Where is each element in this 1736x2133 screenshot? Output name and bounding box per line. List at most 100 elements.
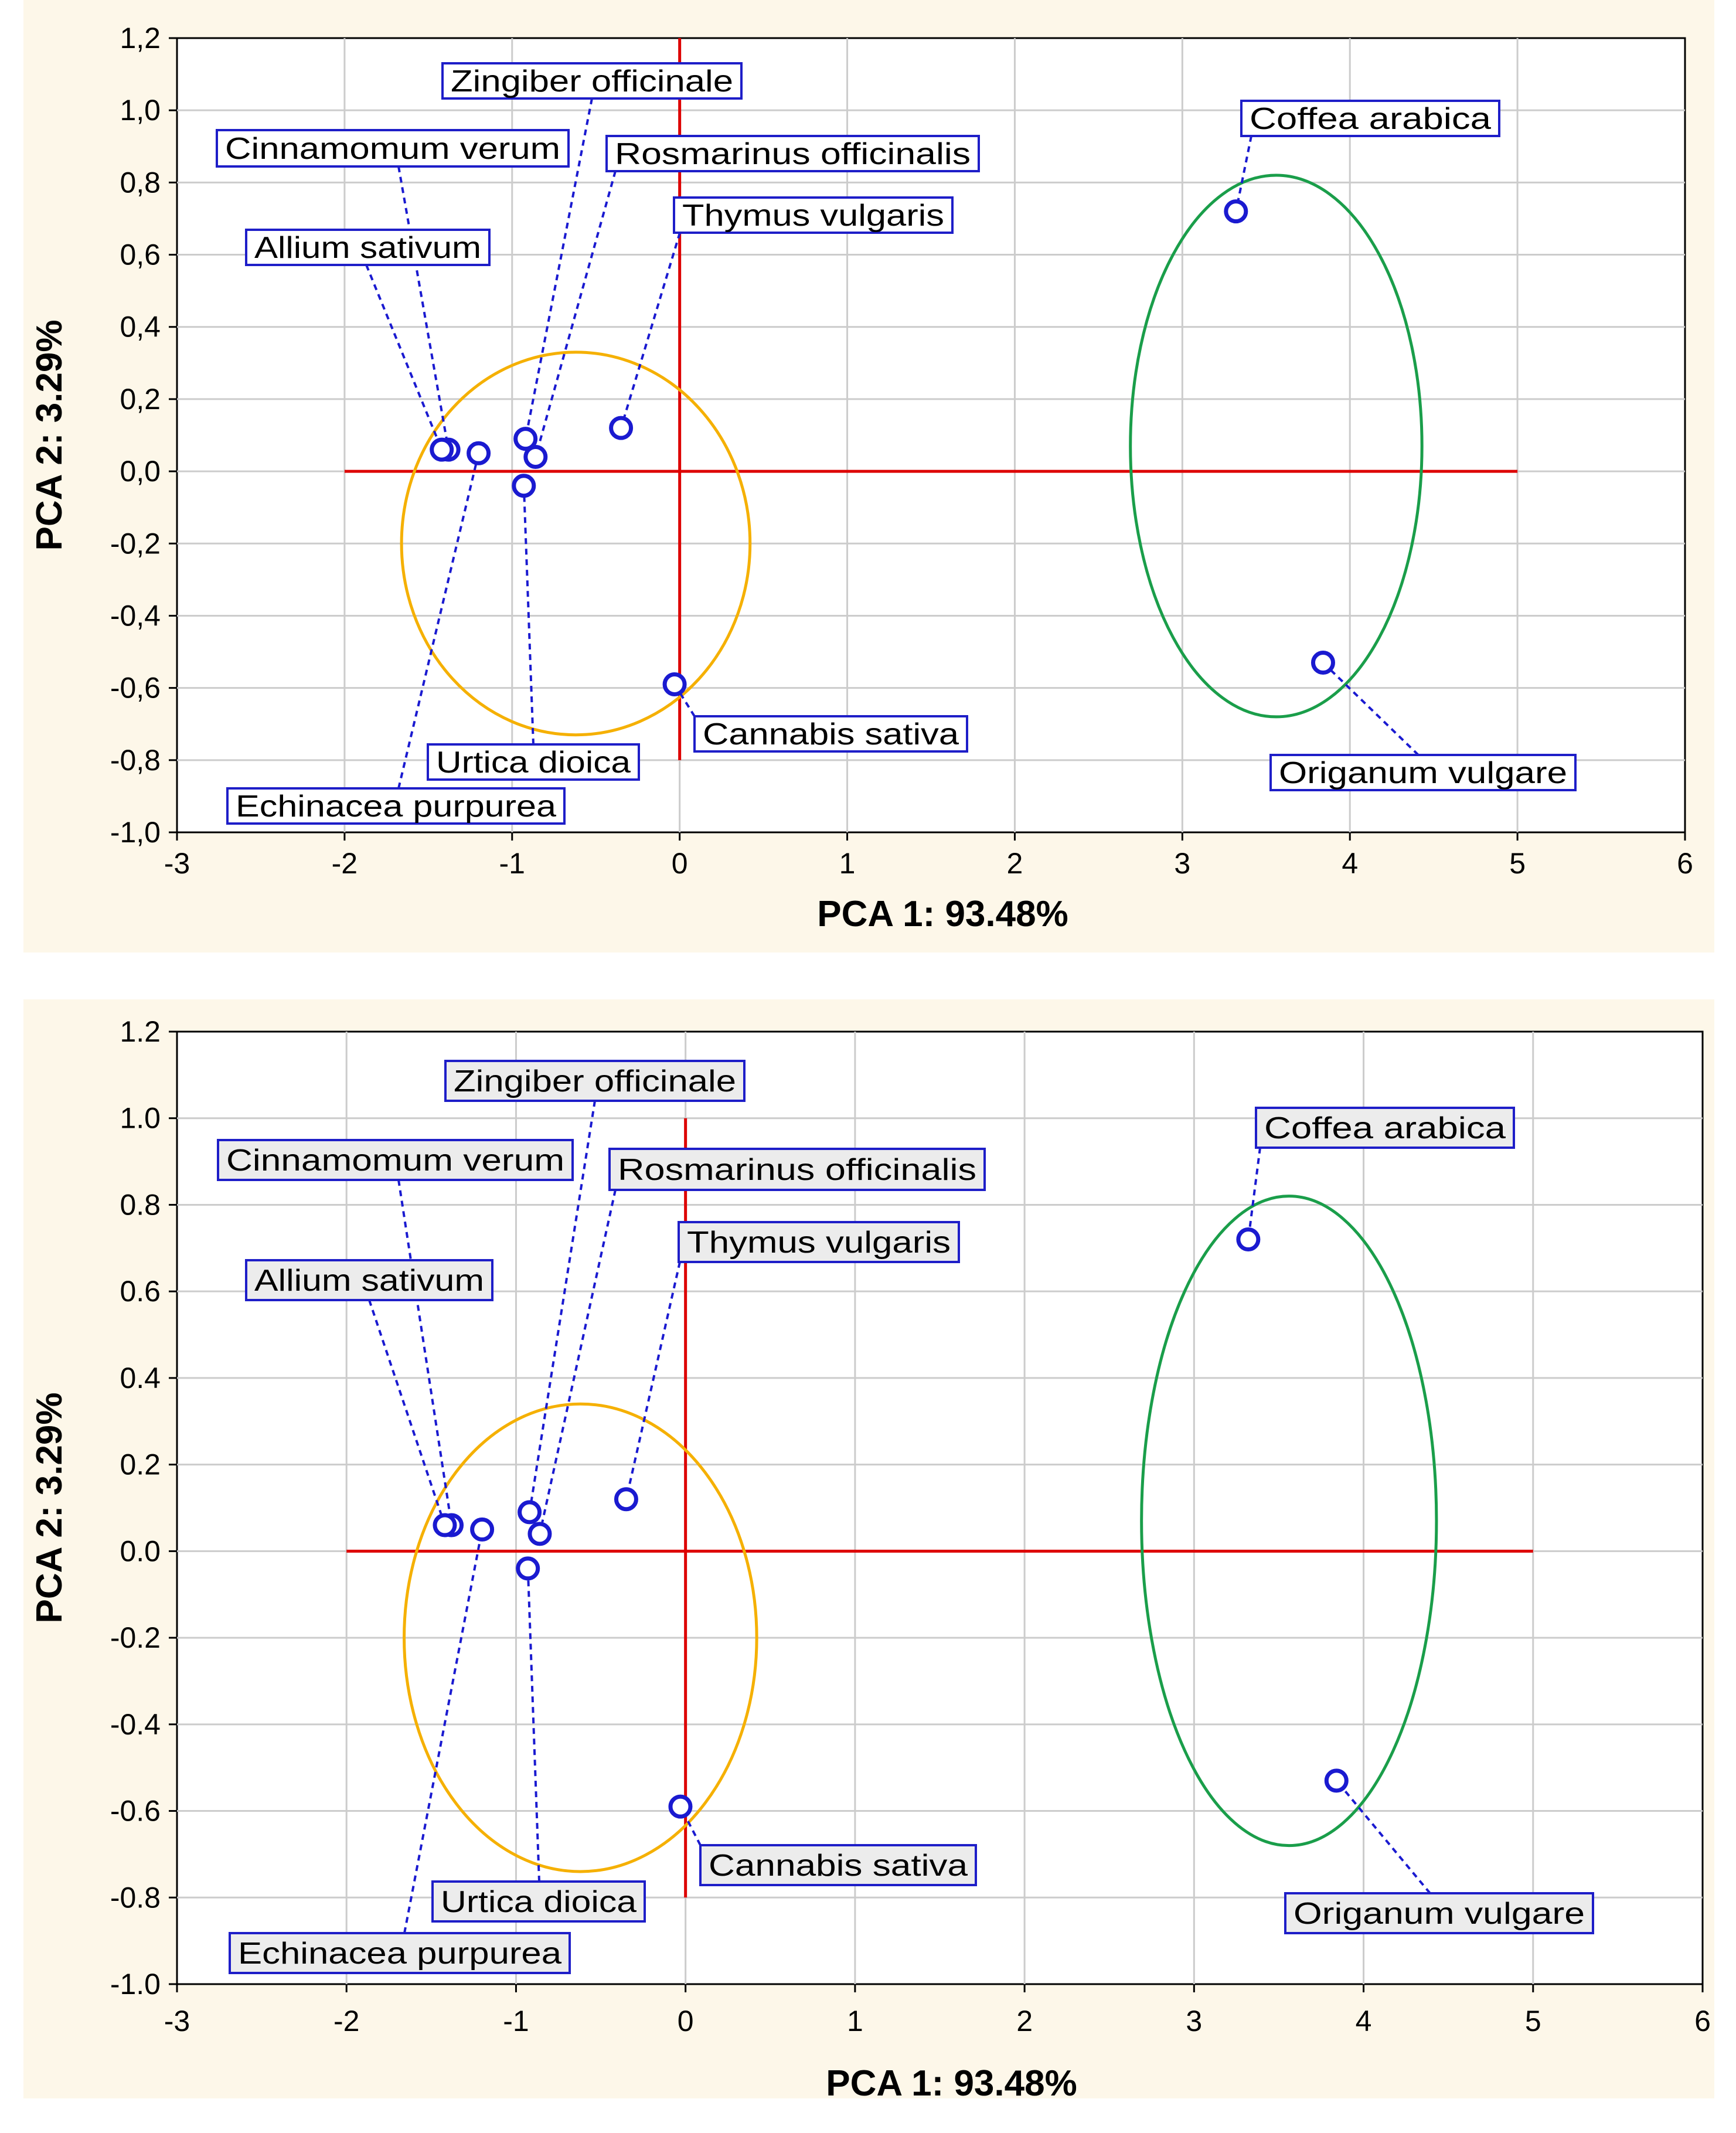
data-point-marker xyxy=(518,1500,542,1525)
y-tick-label: 1,2 xyxy=(120,22,161,55)
leader-line xyxy=(524,98,593,440)
point-label-box xyxy=(431,1880,646,1923)
point-label-box xyxy=(229,1932,571,1974)
point-label: Zingiber officinale xyxy=(451,64,733,98)
y-tick-label: -0,8 xyxy=(110,744,161,777)
point-label-box xyxy=(217,1139,574,1181)
leader-line xyxy=(397,453,480,789)
y-tick-label: 1.2 xyxy=(120,1015,161,1048)
point-label: Allium sativum xyxy=(254,1264,484,1298)
leader-line xyxy=(534,171,617,457)
x-tick-label: 4 xyxy=(1356,2005,1372,2037)
data-point-marker xyxy=(433,1513,457,1537)
point-label: Echinacea purpurea xyxy=(238,1937,561,1971)
x-tick-label: 1 xyxy=(839,847,856,880)
y-tick-label: -0.4 xyxy=(110,1708,161,1741)
y-tick-label: -0,2 xyxy=(110,527,161,560)
y-tick-label: -0,4 xyxy=(110,599,161,632)
y-tick-label: -1,0 xyxy=(110,816,161,849)
data-point-marker xyxy=(527,1522,552,1546)
x-tick-label: -1 xyxy=(503,2005,529,2037)
y-tick-label: 0,8 xyxy=(120,166,161,199)
x-tick-label: -2 xyxy=(332,847,358,880)
leader-line xyxy=(397,166,450,450)
point-label-box xyxy=(245,229,491,266)
leader-line xyxy=(397,1179,453,1526)
leader-line xyxy=(1322,662,1420,756)
y-tick-label: 0.6 xyxy=(120,1275,161,1308)
leader-line xyxy=(1335,1780,1431,1894)
data-point-marker xyxy=(470,1517,495,1542)
point-label: Thymus vulgaris xyxy=(687,1226,951,1260)
point-label: Urtica dioica xyxy=(441,1885,636,1919)
x-tick-label: 3 xyxy=(1174,847,1190,880)
x-tick-label: 0 xyxy=(672,847,688,880)
data-point-marker xyxy=(516,1556,540,1581)
y-tick-label: 0,0 xyxy=(120,455,161,488)
x-tick-label: 6 xyxy=(1694,2005,1711,2037)
y-tick-label: 0,6 xyxy=(120,239,161,271)
point-label-box xyxy=(1240,100,1500,137)
y-tick-label: -0.8 xyxy=(110,1881,161,1914)
y-tick-label: -1.0 xyxy=(110,1968,161,2001)
x-tick-label: 1 xyxy=(847,2005,863,2037)
data-point-marker xyxy=(513,427,538,451)
point-label-box xyxy=(699,1844,977,1886)
cluster-ellipse xyxy=(1140,1195,1438,1848)
data-point-marker xyxy=(614,1487,638,1512)
point-label: Origanum vulgare xyxy=(1294,1897,1585,1931)
point-label-box xyxy=(605,135,980,172)
x-tick-label: 4 xyxy=(1342,847,1358,880)
leader-line xyxy=(1234,135,1252,212)
point-label: Cinnamomum verum xyxy=(226,1144,564,1178)
x-tick-label: -1 xyxy=(499,847,525,880)
y-tick-label: 1.0 xyxy=(120,1102,161,1135)
data-point-marker xyxy=(512,474,536,498)
x-tick-label: 0 xyxy=(678,2005,694,2037)
leader-line xyxy=(368,1299,446,1526)
point-label-box xyxy=(441,62,743,100)
x-tick-label: 5 xyxy=(1525,2005,1541,2037)
point-label-box xyxy=(1284,1892,1594,1934)
point-label-box xyxy=(1255,1107,1515,1149)
x-tick-label: 3 xyxy=(1186,2005,1202,2037)
point-label: Rosmarinus officinalis xyxy=(615,137,971,171)
cluster-ellipse xyxy=(1129,174,1424,719)
y-tick-label: 0.8 xyxy=(120,1188,161,1221)
y-tick-label: 1,0 xyxy=(120,94,161,127)
cluster-ellipse xyxy=(403,1402,758,1873)
leader-line xyxy=(403,1529,484,1934)
point-label: Cinnamomum verum xyxy=(225,132,560,166)
point-label: Allium sativum xyxy=(254,231,481,265)
data-point-marker xyxy=(1310,651,1335,675)
point-label: Zingiber officinale xyxy=(454,1064,736,1098)
leader-line xyxy=(1247,1147,1261,1240)
point-label: Coffea arabica xyxy=(1264,1111,1506,1145)
point-label: Origanum vulgare xyxy=(1279,756,1567,790)
leader-line xyxy=(619,232,681,428)
point-label-box xyxy=(216,129,570,168)
leader-line xyxy=(365,264,443,450)
point-label: Cannabis sativa xyxy=(709,1849,968,1883)
y-tick-label: 0.0 xyxy=(120,1535,161,1567)
data-point-marker xyxy=(1324,1768,1349,1793)
point-label: Thymus vulgaris xyxy=(682,199,944,233)
cluster-ellipse xyxy=(400,351,752,737)
x-tick-label: -3 xyxy=(164,2005,190,2037)
y-axis-title: PCA 2: 3.29% xyxy=(29,1393,70,1624)
point-label: Coffea arabica xyxy=(1250,102,1491,136)
x-axis-title: PCA 1: 93.48% xyxy=(817,894,1068,934)
x-tick-label: 2 xyxy=(1016,2005,1033,2037)
data-point-marker xyxy=(430,437,454,462)
x-tick-label: 2 xyxy=(1007,847,1023,880)
point-label-box xyxy=(608,1148,986,1191)
point-label-box xyxy=(1269,754,1577,791)
data-point-marker xyxy=(609,416,634,440)
y-tick-label: -0.2 xyxy=(110,1621,161,1654)
x-axis-title: PCA 1: 93.48% xyxy=(826,2063,1077,2104)
y-tick-label: 0.4 xyxy=(120,1362,161,1394)
x-tick-label: -3 xyxy=(164,847,190,880)
data-point-marker xyxy=(467,441,491,465)
pca-chart-bottom: -3 -2 -1 0 1 2 3 4 5 6 1.2 1.0 0.8 0.6 0.4 0.2 0.0 -0.2 -0… xyxy=(23,999,1714,2104)
